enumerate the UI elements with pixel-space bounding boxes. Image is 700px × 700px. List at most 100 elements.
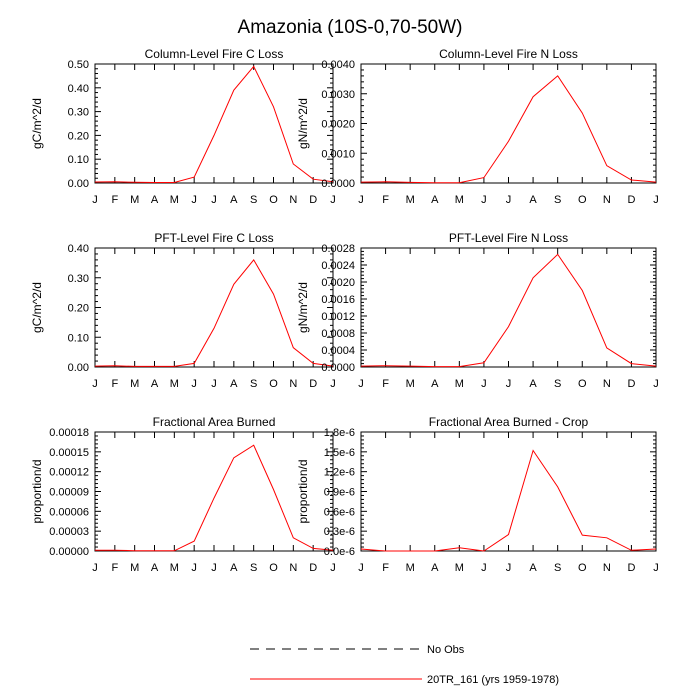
y-tick-label: 0.9e-6 <box>324 487 355 499</box>
x-tick-label: A <box>151 378 159 390</box>
y-axis-label: proportion/d <box>296 459 310 523</box>
legend-label-20tr-161: 20TR_161 (yrs 1959-1978) <box>427 674 559 686</box>
x-tick-label: J <box>92 194 98 206</box>
y-tick-label: 1.5e-6 <box>324 447 355 459</box>
legend: No Obs 20TR_161 (yrs 1959-1978) <box>250 644 559 686</box>
y-tick-label: 0.10 <box>68 154 89 166</box>
x-tick-label: M <box>406 194 415 206</box>
x-tick-label: A <box>529 378 537 390</box>
x-tick-label: D <box>627 562 635 574</box>
x-tick-label: A <box>431 194 439 206</box>
x-tick-label: S <box>250 194 257 206</box>
x-tick-label: D <box>627 194 635 206</box>
y-tick-label: 0.30 <box>68 107 89 119</box>
y-tick-label: 0.00015 <box>49 447 89 459</box>
panel-2: Column-Level Fire N Loss gN/m^2/d 0.0000 0.… <box>296 47 659 206</box>
x-tick-label: A <box>431 562 439 574</box>
x-tick-label: O <box>269 562 278 574</box>
x-tick-label: O <box>269 194 278 206</box>
x-tick-label: J <box>506 562 512 574</box>
x-tick-label: M <box>170 194 179 206</box>
y-tick-label: 0.0030 <box>321 89 355 101</box>
y-tick-label: 0.0010 <box>321 148 355 160</box>
x-tick-label: D <box>627 378 635 390</box>
y-tick-label: 0.00012 <box>49 467 89 479</box>
y-tick-label: 0.00000 <box>49 546 89 558</box>
y-tick-label: 0.0012 <box>321 311 355 323</box>
y-tick-label: 0.00 <box>68 178 89 190</box>
y-tick-label: 0.0028 <box>321 243 355 255</box>
series-line-20tr-161 <box>360 75 657 184</box>
y-tick-label: 0.20 <box>68 130 89 142</box>
panel-title: Fractional Area Burned - Crop <box>429 415 589 429</box>
x-tick-label: O <box>578 194 587 206</box>
x-tick-label: A <box>529 562 537 574</box>
x-tick-label: M <box>130 194 139 206</box>
x-tick-label: M <box>455 378 464 390</box>
series-line-20tr-161 <box>95 444 334 552</box>
x-tick-label: A <box>230 562 238 574</box>
x-tick-label: A <box>151 194 159 206</box>
x-tick-label: J <box>211 562 217 574</box>
x-tick-label: J <box>211 378 217 390</box>
x-tick-label: A <box>151 562 159 574</box>
series-line-20tr-161 <box>360 449 657 552</box>
y-tick-label: 0.00003 <box>49 526 89 538</box>
x-tick-label: F <box>111 562 118 574</box>
x-tick-label: F <box>111 194 118 206</box>
x-tick-label: J <box>481 194 487 206</box>
x-tick-label: F <box>111 378 118 390</box>
x-tick-label: J <box>211 194 217 206</box>
x-tick-label: A <box>529 194 537 206</box>
panel-4: PFT-Level Fire N Loss gN/m^2/d 0.0000 0.000… <box>296 231 659 390</box>
x-tick-label: J <box>653 378 659 390</box>
x-tick-label: S <box>554 378 561 390</box>
x-tick-label: F <box>382 562 389 574</box>
x-tick-label: S <box>250 378 257 390</box>
panel-title: Column-Level Fire C Loss <box>145 47 284 61</box>
y-tick-label: 0.0020 <box>321 119 355 131</box>
x-tick-label: N <box>603 378 611 390</box>
series-line-20tr-161 <box>360 253 657 368</box>
x-tick-label: N <box>603 194 611 206</box>
y-tick-label: 0.00 <box>68 362 89 374</box>
x-tick-label: J <box>481 378 487 390</box>
x-tick-label: J <box>358 562 364 574</box>
x-tick-label: D <box>309 562 317 574</box>
y-tick-label: 1.2e-6 <box>324 467 355 479</box>
x-tick-label: M <box>170 378 179 390</box>
y-tick-label: 0.0004 <box>321 345 355 357</box>
y-tick-label: 0.0000 <box>321 362 355 374</box>
legend-label-no-obs: No Obs <box>427 644 465 656</box>
panel-title: Fractional Area Burned <box>153 415 276 429</box>
x-tick-label: M <box>455 562 464 574</box>
x-tick-label: N <box>289 194 297 206</box>
x-tick-label: F <box>382 378 389 390</box>
y-tick-label: 0.50 <box>68 59 89 71</box>
y-tick-label: 0.0000 <box>321 178 355 190</box>
y-tick-label: 0.00018 <box>49 427 89 439</box>
x-tick-label: S <box>250 562 257 574</box>
y-tick-label: 0.40 <box>68 243 89 255</box>
x-tick-label: J <box>506 378 512 390</box>
x-tick-label: J <box>358 378 364 390</box>
x-tick-label: F <box>382 194 389 206</box>
x-tick-label: J <box>358 194 364 206</box>
x-tick-label: M <box>406 378 415 390</box>
y-tick-label: 0.0024 <box>321 260 355 272</box>
x-tick-label: J <box>506 194 512 206</box>
y-tick-label: 0.3e-6 <box>324 526 355 538</box>
panel-title: PFT-Level Fire N Loss <box>449 231 568 245</box>
x-tick-label: J <box>481 562 487 574</box>
x-tick-label: J <box>191 562 197 574</box>
panel-1: Column-Level Fire C Loss gC/m^2/d 0.00 0.10… <box>30 47 336 206</box>
series-line-20tr-161 <box>94 65 334 183</box>
panel-6: Fractional Area Burned - Crop proportion/… <box>296 415 659 574</box>
x-tick-label: J <box>330 378 336 390</box>
series-line-20tr-161 <box>94 259 334 367</box>
y-tick-label: 0.10 <box>68 332 89 344</box>
x-tick-label: A <box>230 194 238 206</box>
x-tick-label: N <box>603 562 611 574</box>
x-tick-label: J <box>330 194 336 206</box>
x-tick-label: N <box>289 378 297 390</box>
